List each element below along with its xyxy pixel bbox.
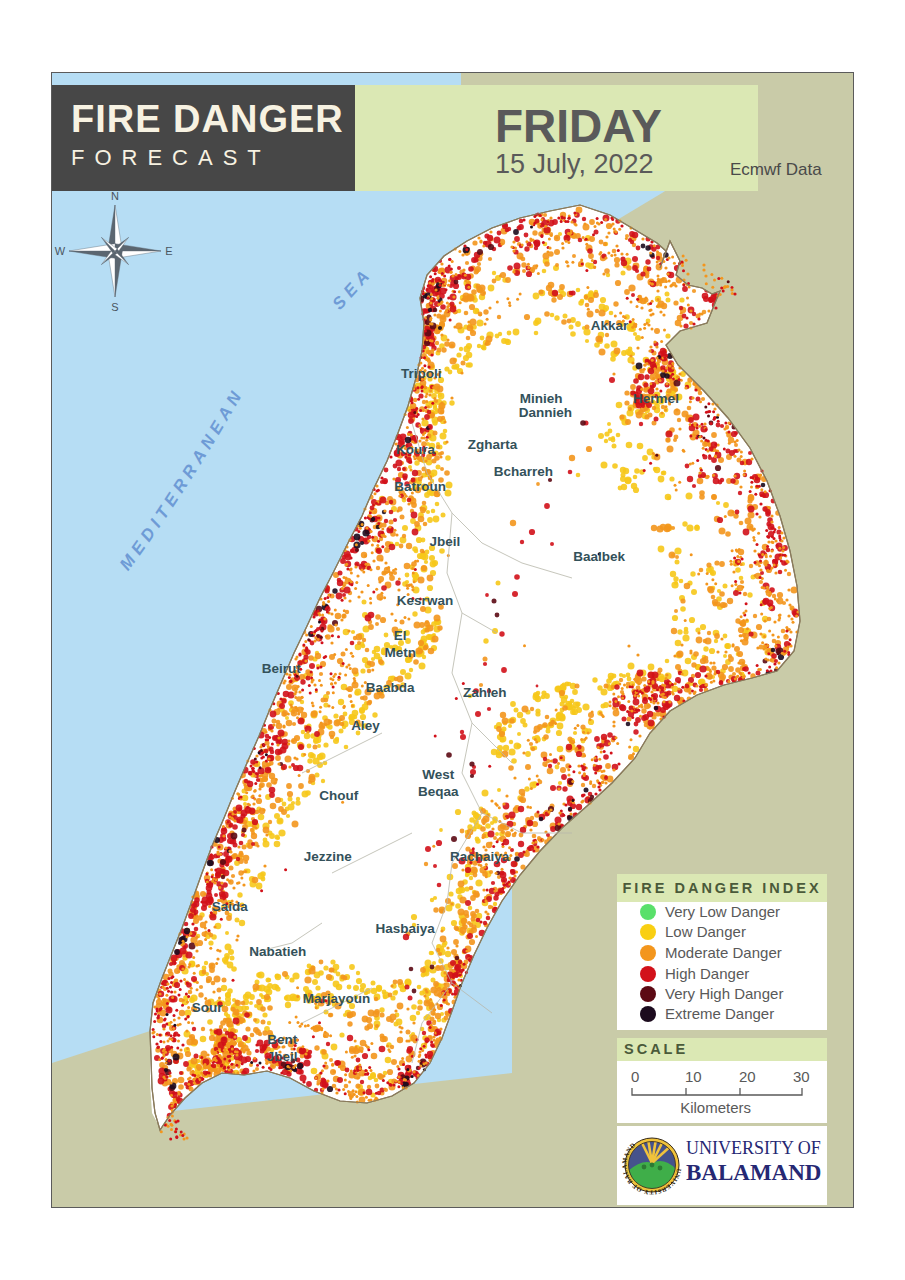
svg-text:Aley: Aley — [351, 718, 380, 733]
svg-text:Jbeil: Jbeil — [430, 534, 461, 549]
svg-text:SCALE: SCALE — [624, 1041, 688, 1057]
svg-text:West: West — [422, 767, 455, 782]
svg-text:Tripoli: Tripoli — [401, 366, 442, 381]
svg-text:Beqaa: Beqaa — [418, 784, 459, 799]
svg-text:Jezzine: Jezzine — [304, 849, 353, 864]
svg-text:Zgharta: Zgharta — [468, 437, 518, 452]
svg-text:Koura: Koura — [396, 442, 435, 457]
svg-text:Baabda: Baabda — [366, 680, 415, 695]
svg-text:Hermel: Hermel — [633, 391, 679, 406]
svg-text:Saida: Saida — [212, 899, 249, 914]
svg-text:Moderate Danger: Moderate Danger — [665, 944, 782, 961]
svg-text:UNIVERSITY OF: UNIVERSITY OF — [686, 1138, 821, 1158]
svg-text:Dannieh: Dannieh — [519, 405, 572, 420]
svg-text:Nabatieh: Nabatieh — [249, 944, 306, 959]
svg-text:W: W — [55, 245, 66, 257]
svg-text:Very High Danger: Very High Danger — [665, 985, 783, 1002]
svg-text:Bent: Bent — [267, 1032, 298, 1047]
svg-text:N: N — [111, 190, 119, 202]
svg-text:E: E — [165, 245, 172, 257]
svg-text:Chouf: Chouf — [319, 788, 358, 803]
svg-text:Kilometers: Kilometers — [680, 1099, 751, 1116]
svg-text:High Danger: High Danger — [665, 965, 749, 982]
svg-text:Metn: Metn — [384, 645, 416, 660]
svg-text:Zahleh: Zahleh — [463, 685, 507, 700]
svg-text:Very Low Danger: Very Low Danger — [665, 903, 780, 920]
svg-text:FIRE DANGER INDEX: FIRE DANGER INDEX — [622, 880, 821, 896]
svg-text:S: S — [111, 301, 118, 313]
svg-text:Bcharreh: Bcharreh — [494, 464, 553, 479]
svg-text:El: El — [394, 628, 407, 643]
svg-text:30: 30 — [793, 1068, 810, 1085]
svg-text:BALAMAND: BALAMAND — [686, 1160, 821, 1185]
svg-text:Sour: Sour — [192, 1000, 223, 1015]
svg-text:Hasbaiya: Hasbaiya — [375, 921, 435, 936]
svg-text:0: 0 — [631, 1068, 639, 1085]
svg-text:Akkar: Akkar — [591, 318, 629, 333]
svg-text:Kesrwan: Kesrwan — [397, 593, 453, 608]
svg-text:Baalbek: Baalbek — [573, 549, 625, 564]
svg-text:Beirut: Beirut — [262, 661, 302, 676]
svg-text:Low Danger: Low Danger — [665, 923, 746, 940]
svg-text:10: 10 — [685, 1068, 702, 1085]
svg-text:Batroun: Batroun — [394, 479, 446, 494]
svg-text:Jbeil: Jbeil — [267, 1049, 298, 1064]
svg-text:Minieh: Minieh — [520, 391, 563, 406]
svg-text:Marjayoun: Marjayoun — [303, 991, 371, 1006]
svg-text:Rachaiya: Rachaiya — [450, 849, 510, 864]
svg-text:20: 20 — [739, 1068, 756, 1085]
svg-text:Extreme Danger: Extreme Danger — [665, 1005, 774, 1022]
